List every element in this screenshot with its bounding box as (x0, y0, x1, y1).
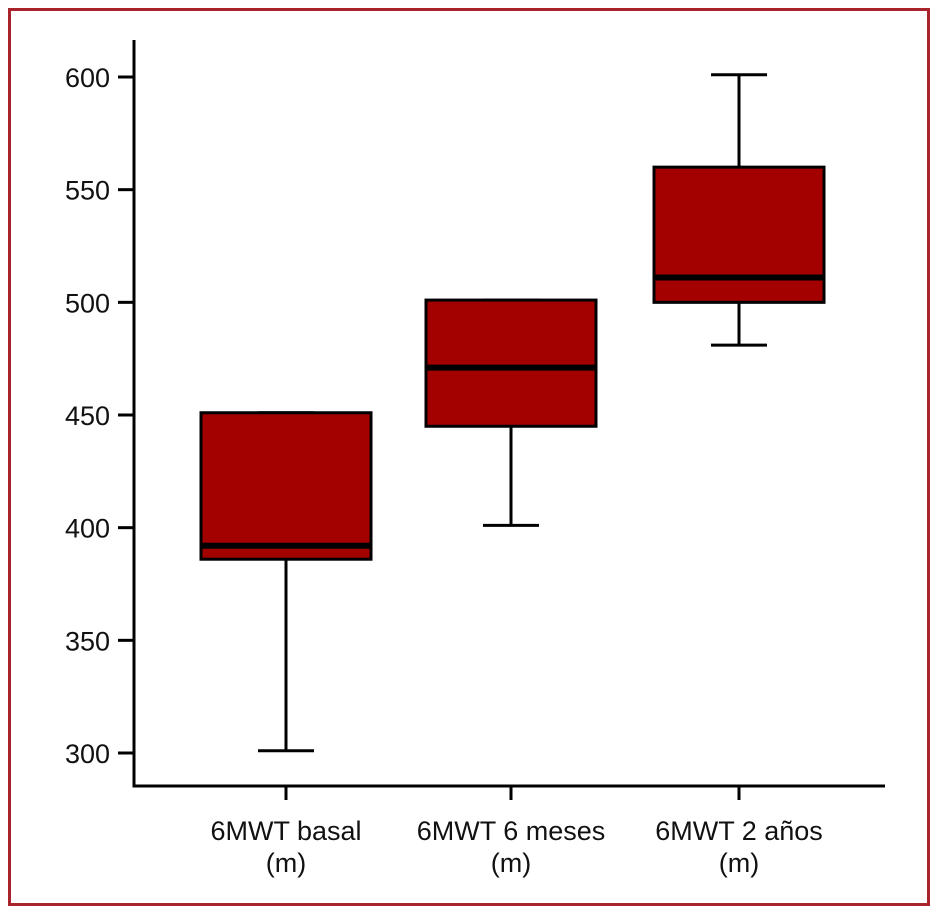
box-2 (424, 298, 598, 527)
category-label-line2: (m) (719, 848, 759, 878)
y-tick-label-300: 300 (65, 739, 110, 769)
boxes (199, 73, 826, 753)
category-label-line1: 6MWT 6 meses (417, 816, 606, 846)
category-label-line2: (m) (491, 848, 531, 878)
axes: 300 350 400 450 500 550 600 (65, 40, 885, 800)
category-labels: 6MWT basal(m)6MWT 6 meses(m)6MWT 2 años(… (210, 816, 822, 878)
category-label-line1: 6MWT 2 años (655, 816, 823, 846)
box-3 (652, 73, 826, 347)
y-tick-label-600: 600 (65, 63, 110, 93)
y-tick-label-400: 400 (65, 514, 110, 544)
y-tick-label-550: 550 (65, 176, 110, 206)
figure-frame (8, 8, 930, 906)
iqr-box (424, 298, 598, 428)
box-1 (199, 411, 373, 753)
category-label-line2: (m) (266, 848, 306, 878)
y-tick-label-450: 450 (65, 401, 110, 431)
category-label-line1: 6MWT basal (210, 816, 361, 846)
iqr-box (199, 411, 373, 561)
y-tick-label-500: 500 (65, 288, 110, 318)
y-tick-label-350: 350 (65, 626, 110, 656)
iqr-box (652, 165, 826, 304)
